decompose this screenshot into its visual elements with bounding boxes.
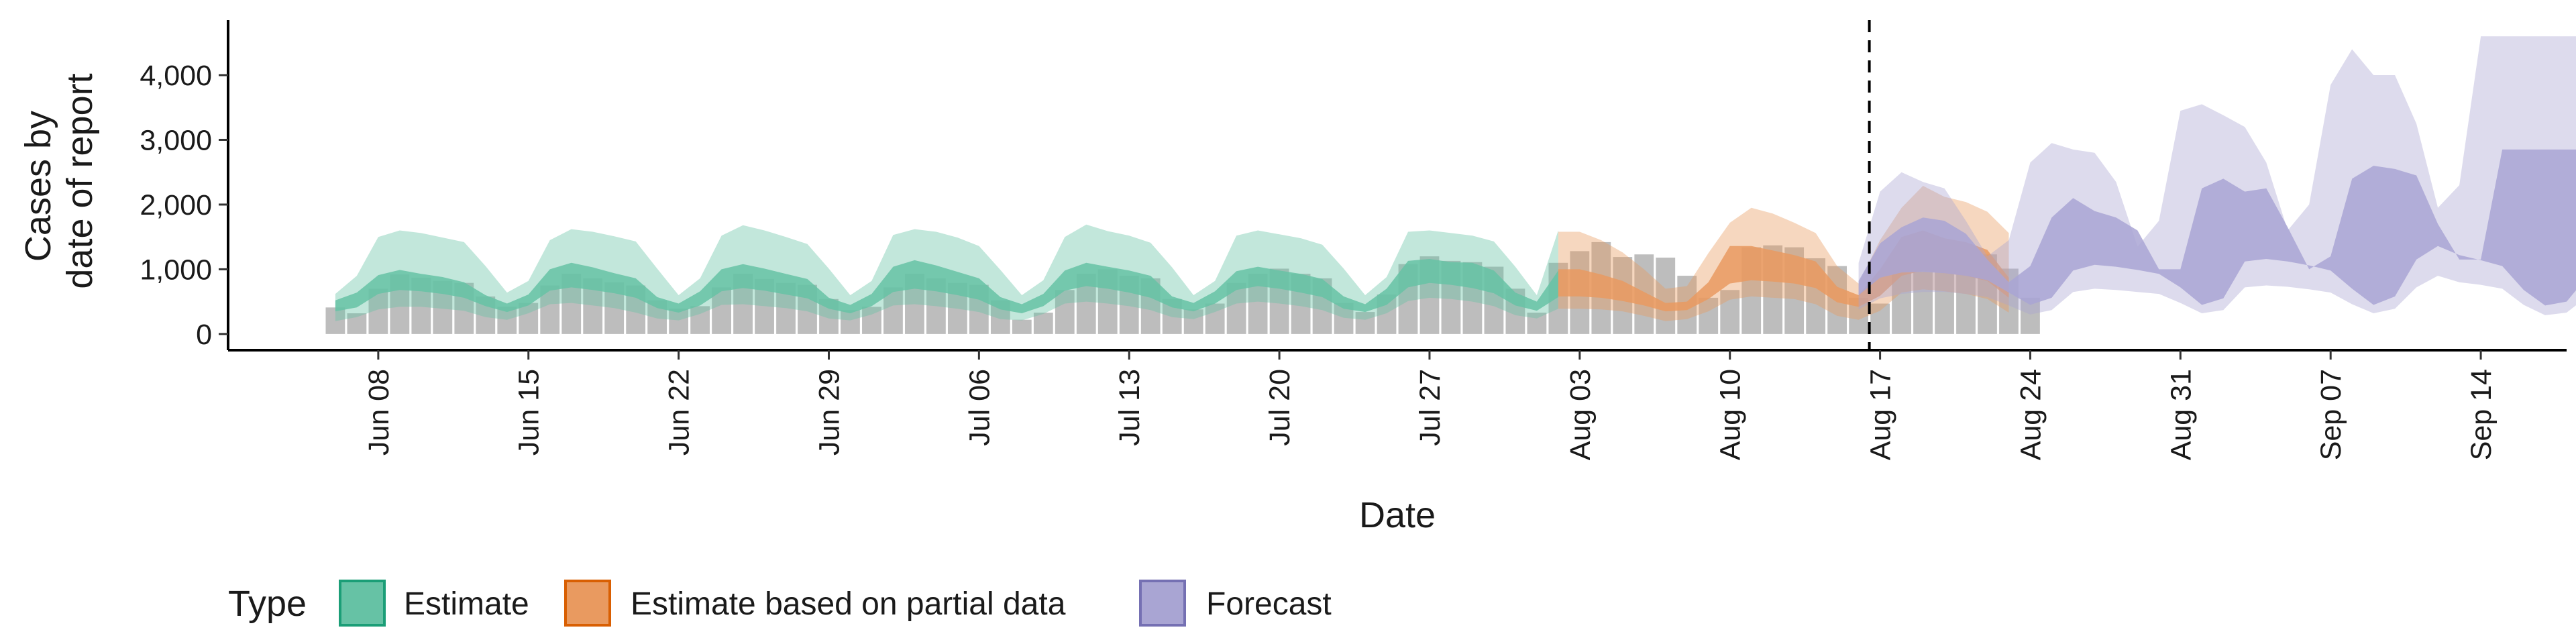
x-tick-label: Aug 17	[1865, 369, 1897, 460]
x-tick-label: Jun 29	[814, 369, 846, 455]
y-ticks: 0 1,000 2,000 3,000 4,000	[140, 60, 228, 351]
observed-bar	[1892, 272, 1911, 334]
x-ticks: Jun 08 Jun 15 Jun 22 Jun 29 Jul 06 Jul 13 Jul …	[363, 350, 2498, 460]
x-tick-label: Sep 14	[2465, 369, 2498, 460]
x-tick-label: Jul 27	[1414, 369, 1446, 446]
observed-bar	[690, 306, 710, 334]
observed-bar	[862, 307, 881, 334]
band-inner-forecast	[1858, 149, 2576, 306]
band-inner-estimate	[335, 259, 1558, 313]
observed-bar	[1033, 313, 1053, 334]
x-tick-label: Jun 22	[663, 369, 696, 455]
x-axis-title: Date	[1359, 495, 1436, 535]
legend-label-forecast: Forecast	[1206, 586, 1332, 622]
y-tick-label: 4,000	[140, 60, 212, 92]
observed-bar	[1720, 290, 1740, 334]
legend-label-partial: Estimate based on partial data	[631, 586, 1066, 622]
observed-bar	[1183, 309, 1203, 334]
legend-key-partial	[564, 580, 611, 627]
legend-key-estimate	[339, 580, 386, 627]
observed-bar	[1699, 297, 1719, 334]
observed-bar	[1012, 319, 1032, 334]
legend-key-forecast	[1139, 580, 1186, 627]
legend: Type Estimate Estimate based on partial …	[228, 580, 1332, 627]
y-tick-label: 0	[196, 319, 212, 351]
x-tick-label: Aug 24	[2015, 369, 2047, 460]
observed-bar	[519, 303, 539, 334]
y-axis-title-line-2: date of report	[60, 73, 100, 288]
observed-bar	[325, 307, 345, 334]
x-tick-label: Aug 10	[1715, 369, 1747, 460]
y-axis-title: Cases by date of report	[18, 73, 100, 288]
y-tick-label: 1,000	[140, 254, 212, 286]
x-tick-label: Aug 03	[1564, 369, 1597, 460]
x-tick-label: Jun 08	[363, 369, 395, 455]
y-axis-title-line-1: Cases by	[18, 111, 58, 262]
x-tick-label: Sep 07	[2315, 369, 2347, 460]
x-tick-label: Jul 06	[963, 369, 996, 446]
legend-title: Type	[228, 584, 307, 624]
observed-bar	[1870, 303, 1890, 334]
observed-bar	[1205, 303, 1225, 334]
observed-bar	[1656, 258, 1676, 334]
x-tick-label: Aug 31	[2165, 369, 2197, 460]
observed-bar	[1055, 290, 1075, 334]
observed-bar	[669, 309, 689, 334]
observed-bar	[347, 313, 367, 334]
x-tick-label: Jul 20	[1264, 369, 1296, 446]
x-tick-label: Jul 13	[1114, 369, 1146, 446]
y-tick-label: 3,000	[140, 124, 212, 156]
y-tick-label: 2,000	[140, 189, 212, 221]
estimate-bands	[335, 36, 2576, 321]
x-tick-label: Jun 15	[513, 369, 545, 455]
observed-bar	[1355, 312, 1375, 334]
observed-bar	[1527, 313, 1547, 334]
observed-bar	[841, 310, 860, 334]
legend-label-estimate: Estimate	[404, 586, 529, 622]
